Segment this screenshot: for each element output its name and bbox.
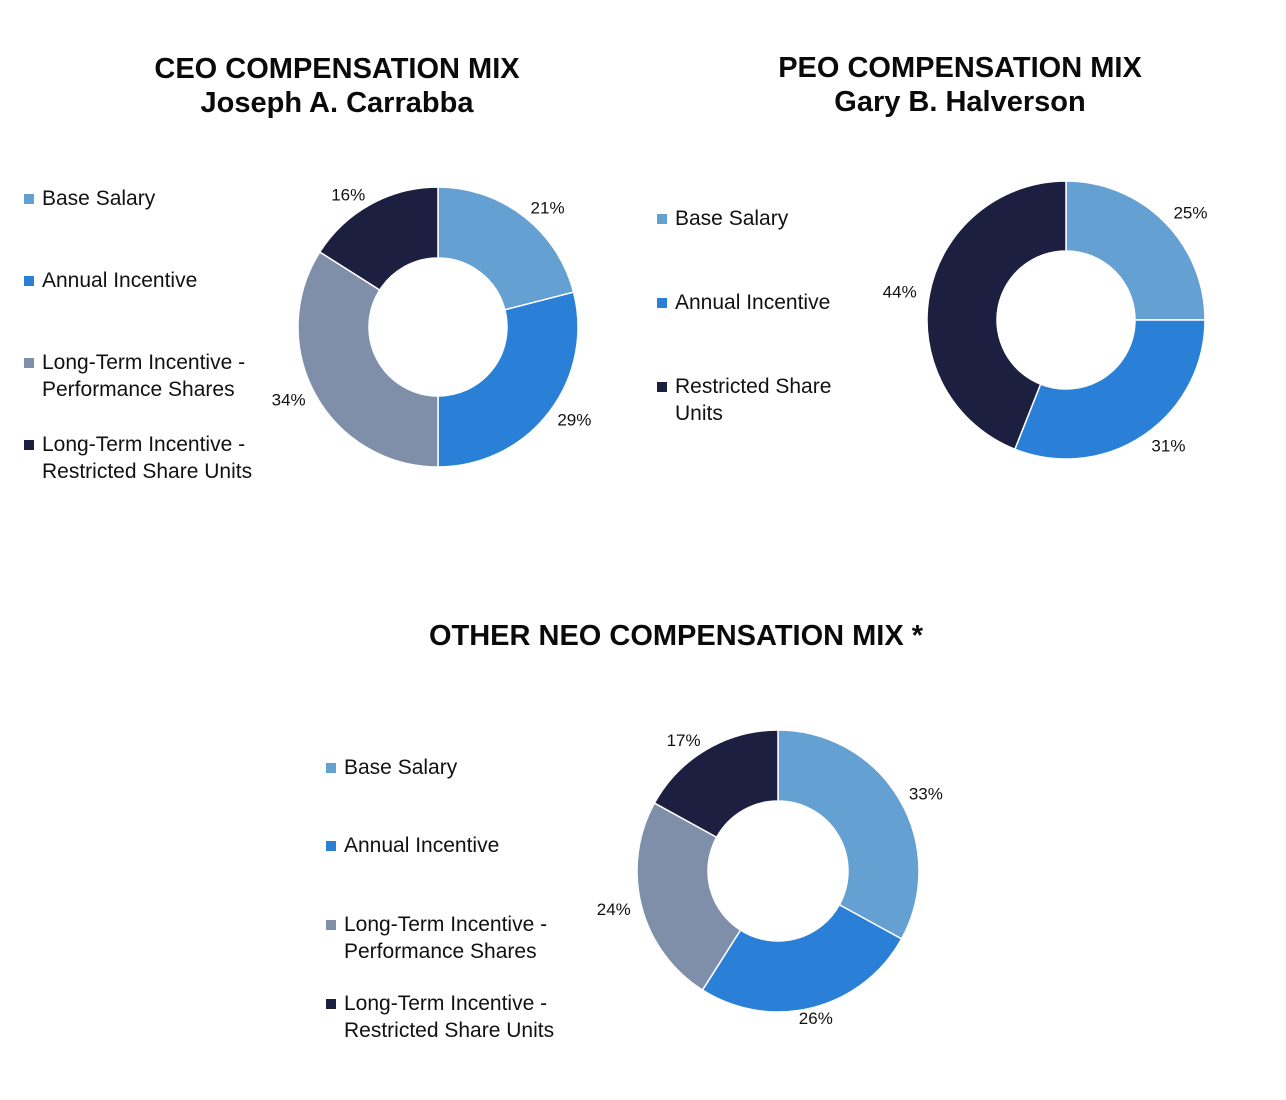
legend-swatch [24,440,34,450]
donut-slice [636,802,742,992]
donut-slice [437,291,579,468]
legend-swatch [24,194,34,204]
legend-swatch [24,276,34,286]
data-label: 33% [909,785,943,804]
donut-slice [1013,319,1206,460]
chart-title-line: CEO COMPENSATION MIX [154,53,520,85]
legend-label: Long-Term Incentive - [42,433,246,456]
legend-label: Units [675,402,723,425]
legend-item-restricted-share-units: Restricted Share Units [657,373,831,427]
legend-item-base-salary: Base Salary [24,185,155,212]
data-label: 17% [667,731,701,750]
donut-slice [437,186,575,311]
legend-label: Annual Incentive [675,291,831,314]
donut-slice [297,250,439,468]
legend-label: Restricted Share Units [344,1019,555,1042]
legend-label: Restricted Share [675,375,832,398]
data-label: 44% [883,283,917,302]
legend-swatch [657,214,667,224]
legend-label: Base Salary [675,207,789,230]
legend-label: Long-Term Incentive - [344,913,548,936]
legend-item-restricted-share-units: Long-Term Incentive - Restricted Share U… [326,990,554,1044]
legend-label: Long-Term Incentive - [42,351,246,374]
chart-title-line: PEO COMPENSATION MIX [778,52,1142,84]
chart-subtitle-line: Gary B. Halverson [834,86,1086,118]
legend-swatch [24,358,34,368]
donut-slice [701,903,903,1013]
legend-item-annual-incentive: Annual Incentive [24,267,197,294]
data-label: 29% [557,411,591,430]
legend-label: Annual Incentive [344,834,500,857]
legend-label: Base Salary [42,187,156,210]
legend-label: Base Salary [344,756,458,779]
data-label: 24% [597,900,631,919]
legend-label: Annual Incentive [42,269,198,292]
donut-slice [1065,180,1206,321]
chart-subtitle-line: Joseph A. Carrabba [200,87,474,119]
donut-slice [318,186,439,292]
legend-swatch [326,763,336,773]
legend-label: Restricted Share Units [42,460,253,483]
legend-item-base-salary: Base Salary [326,754,457,781]
ceo-chart-title: CEO COMPENSATION MIX Joseph A. Carrabba [137,52,537,120]
data-label: 31% [1151,437,1185,456]
legend-item-annual-incentive: Annual Incentive [657,289,830,316]
legend-label: Long-Term Incentive - [344,992,548,1015]
legend-item-base-salary: Base Salary [657,205,788,232]
legend-swatch [326,999,336,1009]
legend-item-annual-incentive: Annual Incentive [326,832,499,859]
legend-swatch [326,920,336,930]
donut-slice [926,180,1067,451]
legend-swatch [657,382,667,392]
data-label: 16% [331,186,365,205]
data-label: 21% [531,199,565,218]
other-neo-chart-title: OTHER NEO COMPENSATION MIX * [376,619,976,653]
legend-swatch [326,841,336,851]
legend-swatch [657,298,667,308]
legend-item-performance-shares: Long-Term Incentive - Performance Shares [24,349,245,403]
legend-item-performance-shares: Long-Term Incentive - Performance Shares [326,911,547,965]
data-label: 25% [1173,204,1207,223]
chart-title-line: OTHER NEO COMPENSATION MIX * [428,620,924,652]
data-label: 34% [272,391,306,410]
donut-slice [777,729,920,940]
donut-slice [653,729,779,839]
legend-item-restricted-share-units: Long-Term Incentive - Restricted Share U… [24,431,252,485]
legend-label: Performance Shares [344,940,537,963]
peo-chart-title: PEO COMPENSATION MIX Gary B. Halverson [760,51,1160,119]
legend-label: Performance Shares [42,378,235,401]
data-label: 26% [799,1009,833,1028]
